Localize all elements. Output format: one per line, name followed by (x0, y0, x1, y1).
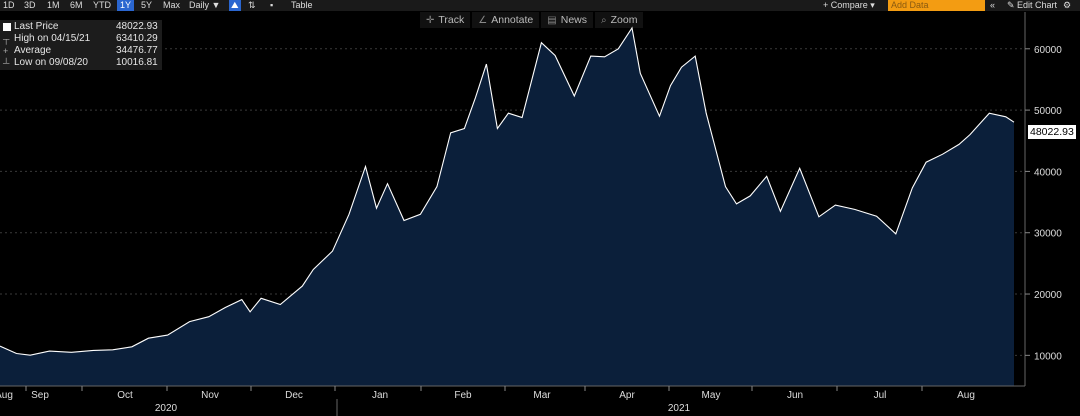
range-5y-button[interactable]: 5Y (141, 0, 153, 10)
legend-avg: + Average 34476.77 (0, 45, 162, 57)
table-button[interactable]: Table (291, 0, 313, 10)
y-tick-label: 10000 (1034, 351, 1062, 362)
x-tick-label: Feb (454, 390, 472, 401)
x-tick-label: Aug (957, 390, 975, 401)
track-label: Track (438, 14, 465, 26)
annotate-label: Annotate (491, 14, 534, 26)
x-tick-label: Jul (874, 390, 887, 401)
menu-dot-icon[interactable]: ▪ (270, 0, 274, 10)
magnifier-icon: ⌕ (601, 14, 607, 26)
last-price-tag: 48022.93 (1028, 125, 1076, 139)
crosshair-icon: ✛ (426, 14, 435, 26)
legend-high-value: 63410.29 (116, 33, 158, 44)
gear-icon[interactable]: ⚙ (1063, 0, 1072, 10)
price-area (0, 27, 1015, 387)
legend-low: ┴ Low on 09/08/20 10016.81 (0, 57, 162, 69)
frequency-dropdown[interactable]: Daily ▼ (189, 0, 221, 10)
legend-last-value: 48022.93 (116, 21, 158, 32)
y-tick-label: 30000 (1034, 229, 1062, 240)
legend-last-label: Last Price (14, 21, 59, 32)
price-line (0, 26, 1015, 356)
x-tick-label: May (702, 390, 721, 401)
x-tick-label: Nov (201, 390, 219, 401)
x-tick-label: Oct (117, 390, 133, 401)
legend-avg-value: 34476.77 (116, 45, 158, 56)
zoom-label: Zoom (610, 14, 638, 26)
high-marker-icon: ┬ (3, 34, 10, 44)
y-tick-label: 60000 (1034, 45, 1062, 56)
legend-high-label: High on 04/15/21 (14, 33, 91, 44)
chart-tools: ✛ Track ∠ Annotate ▤ News ⌕ Zoom (420, 12, 645, 28)
x-tick-label: Mar (533, 390, 551, 401)
zoom-button[interactable]: ⌕ Zoom (595, 12, 644, 28)
x-tick-label: Dec (285, 390, 303, 401)
legend-low-value: 10016.81 (116, 57, 158, 68)
area-chart-icon[interactable]: ⛰ (229, 0, 241, 11)
x-tick-label: Aug (0, 390, 13, 401)
legend-low-label: Low on 09/08/20 (14, 57, 88, 68)
toolbar: 1D 3D 1M 6M YTD 1Y 5Y Max Daily ▼ ⛰ ⇅ ▪ … (0, 0, 1080, 11)
compare-button[interactable]: + Compare ▾ (823, 0, 875, 10)
range-1d-button[interactable]: 1D (3, 0, 15, 10)
news-icon: ▤ (547, 14, 557, 26)
range-1y-button[interactable]: 1Y (117, 0, 135, 11)
track-button[interactable]: ✛ Track (420, 12, 471, 28)
x-tick-label: Sep (31, 390, 49, 401)
edit-chart-button[interactable]: ✎ Edit Chart (1007, 0, 1058, 10)
range-max-button[interactable]: Max (163, 0, 181, 10)
legend-avg-label: Average (14, 45, 52, 56)
range-6m-button[interactable]: 6M (70, 0, 83, 10)
add-data-input[interactable] (888, 0, 985, 11)
series-swatch-icon (3, 23, 11, 31)
year-label: 2020 (155, 403, 178, 414)
double-chevron-left-icon[interactable]: « (990, 0, 996, 10)
y-tick-label: 50000 (1034, 106, 1062, 117)
news-button[interactable]: ▤ News (541, 12, 593, 28)
x-tick-label: Apr (619, 390, 635, 401)
legend: Last Price 48022.93 ┬ High on 04/15/21 6… (0, 20, 162, 70)
range-1m-button[interactable]: 1M (47, 0, 60, 10)
range-3d-button[interactable]: 3D (24, 0, 36, 10)
average-marker-icon: + (3, 46, 9, 56)
chart-type-icon[interactable]: ⇅ (248, 0, 256, 10)
legend-high: ┬ High on 04/15/21 63410.29 (0, 33, 162, 45)
y-tick-label: 20000 (1034, 290, 1062, 301)
y-tick-label: 40000 (1034, 167, 1062, 178)
legend-last[interactable]: Last Price 48022.93 (0, 21, 162, 33)
x-tick-label: Jan (372, 390, 388, 401)
annotate-button[interactable]: ∠ Annotate (472, 12, 540, 28)
year-label: 2021 (668, 403, 691, 414)
low-marker-icon: ┴ (3, 58, 10, 68)
news-label: News (560, 14, 587, 26)
range-ytd-button[interactable]: YTD (93, 0, 111, 10)
pencil-icon: ∠ (478, 14, 488, 26)
x-tick-label: Jun (787, 390, 803, 401)
